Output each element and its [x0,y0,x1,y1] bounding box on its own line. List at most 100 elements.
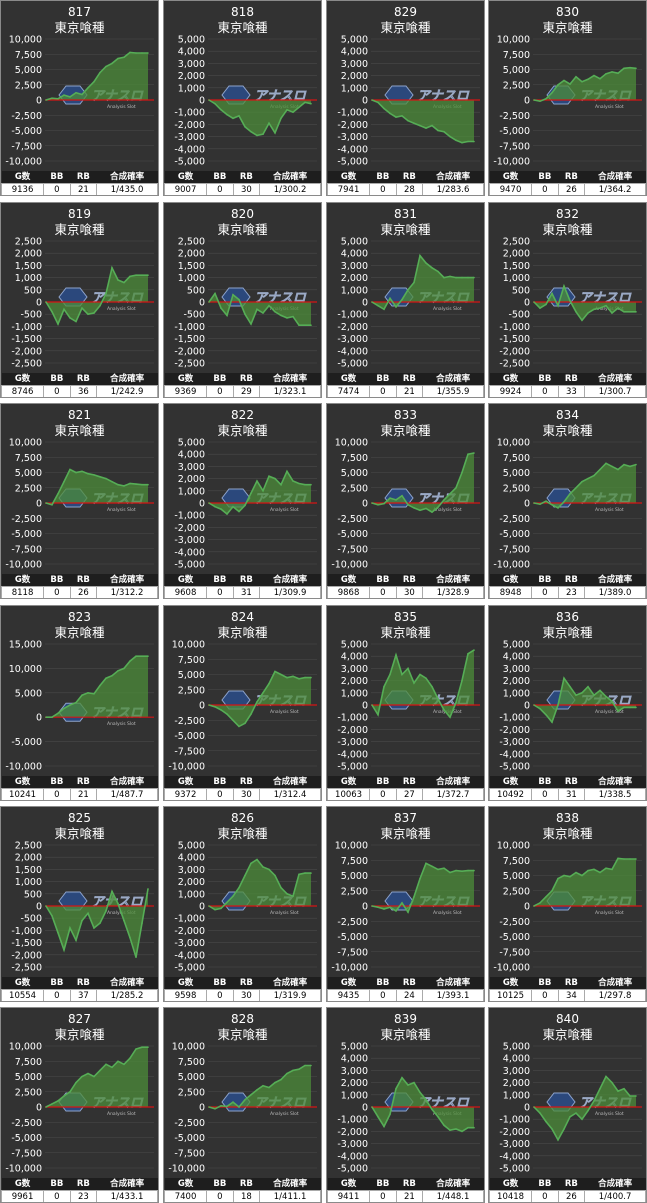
stats-header-bb: BB [44,776,71,789]
stats-header-games: G数 [490,574,532,587]
y-tick-label: 3,000 [341,261,368,272]
y-tick-label: -4,000 [499,1151,530,1162]
data-point [557,1139,559,1141]
data-point [286,893,288,895]
data-point [551,92,553,94]
y-tick-label: 5,000 [341,871,368,882]
stats-value-rb: 26 [558,184,585,197]
logo-subtitle: Analysis Slot [595,910,624,916]
machine-number: 822 [231,408,254,422]
stats-value-prob: 1/372.7 [423,789,484,802]
stats-value-rb: 37 [70,990,97,1003]
data-point [105,66,107,68]
data-point [635,464,637,466]
data-point [599,872,601,874]
data-point [105,478,107,480]
data-point [437,130,439,132]
data-point [111,891,113,893]
data-point [413,1082,415,1084]
y-tick-label: -5,000 [174,1133,205,1144]
machine-name: 東京喰種 [54,826,105,841]
machine-number: 835 [394,610,417,624]
stats-header-prob: 合成確率 [97,574,158,587]
data-point [569,83,571,85]
data-point [551,293,553,295]
data-point [593,1100,595,1102]
y-tick-label: 0 [199,96,205,107]
y-tick-label: -5,000 [174,157,205,168]
y-tick-label: -2,500 [337,917,368,928]
data-point [371,905,373,907]
stats-value-prob: 1/283.6 [423,184,484,197]
logo-subtitle: Analysis Slot [107,104,136,110]
stats-header-bb: BB [532,1178,559,1191]
data-point [268,683,270,685]
data-point [431,866,433,868]
stats-value-bb: 0 [207,789,234,802]
stats-value-bb: 0 [44,587,71,600]
graph-svg: 824東京喰種10,0007,5005,0002,5000-2,500-5,00… [164,606,321,778]
data-point [232,294,234,296]
data-point [232,118,234,120]
data-point [262,490,264,492]
data-point [533,502,535,504]
data-point [57,932,59,934]
stats-header-rb: RB [396,1178,423,1191]
graph-svg: 820東京喰種2,5002,0001,5001,0005000-500-1,00… [164,203,321,375]
y-tick-label: 0 [524,1103,530,1114]
data-point [401,299,403,301]
data-point [419,674,421,676]
stats-header-rb: RB [233,776,260,789]
data-point [117,670,119,672]
data-point [111,63,113,65]
data-point [635,1095,637,1097]
data-point [455,702,457,704]
data-point [75,1082,77,1084]
stats-value-games: 10063 [328,789,370,802]
y-tick-label: -7,500 [11,1148,42,1159]
y-tick-label: 1,000 [15,877,42,888]
y-tick-label: -2,500 [174,1118,205,1129]
data-point [569,1116,571,1118]
machine-graph-823[interactable]: 823東京喰種15,00010,0005,0000-5,000-10,000アナ… [0,605,159,801]
stats-value-rb: 31 [233,587,260,600]
data-point [581,875,583,877]
data-point [310,324,312,326]
data-point [51,1103,53,1105]
y-tick-label: -5,000 [499,762,530,773]
y-tick-label: -5,000 [337,1164,368,1175]
stats-header-bb: BB [370,171,397,184]
stats-header-rb: RB [396,977,423,990]
data-point [383,503,385,505]
data-point [111,481,113,483]
data-point [401,902,403,904]
data-point [437,1116,439,1118]
y-tick-label: 4,000 [503,1054,530,1065]
stats-value-games: 9598 [165,990,207,1003]
